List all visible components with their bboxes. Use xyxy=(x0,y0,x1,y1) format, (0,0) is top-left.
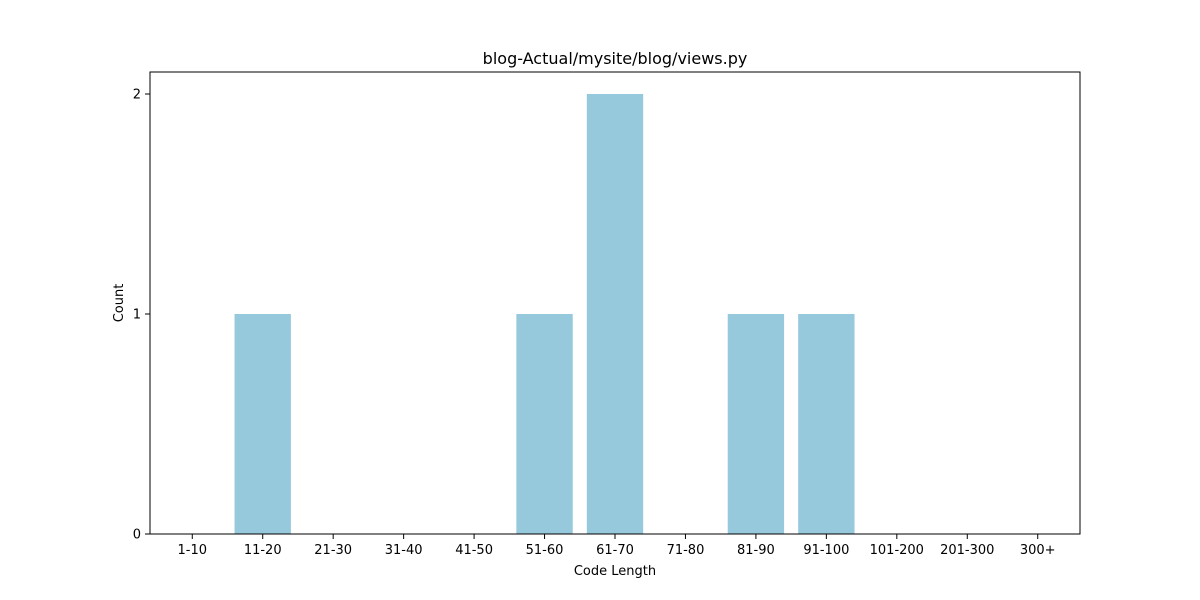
bar-81-90 xyxy=(727,314,785,534)
y-tick-label: 2 xyxy=(133,88,141,103)
x-tick-label: 21-30 xyxy=(314,543,352,558)
x-tick-label: 61-70 xyxy=(596,543,634,558)
bar-51-60 xyxy=(516,314,573,534)
x-tick-label: 300+ xyxy=(1020,543,1056,558)
bar-91-100 xyxy=(798,314,855,534)
x-tick-label: 81-90 xyxy=(737,543,775,558)
y-axis-label: Count xyxy=(112,284,127,323)
x-tick-label: 71-80 xyxy=(667,543,705,558)
x-tick-label: 101-200 xyxy=(870,543,924,558)
x-tick-label: 11-20 xyxy=(244,543,282,558)
x-tick-label: 1-10 xyxy=(178,543,208,558)
x-tick-label: 51-60 xyxy=(526,543,564,558)
x-axis-ticks: 1-10 11-20 21-30 31-40 41-50 51-60 61-70 71-80 8… xyxy=(178,534,1056,558)
bars-group xyxy=(234,94,855,534)
bar-61-70 xyxy=(586,94,644,534)
x-tick-label: 91-100 xyxy=(803,543,849,558)
y-tick-label: 0 xyxy=(133,528,141,543)
chart-title: blog-Actual/mysite/blog/views.py xyxy=(483,49,748,68)
x-tick-label: 41-50 xyxy=(455,543,493,558)
x-tick-label: 31-40 xyxy=(385,543,423,558)
y-axis-ticks: 0 1 2 xyxy=(133,88,150,543)
y-tick-label: 1 xyxy=(133,308,141,323)
x-axis-label: Code Length xyxy=(574,564,656,579)
x-tick-label: 201-300 xyxy=(940,543,994,558)
bar-11-20 xyxy=(234,314,291,534)
